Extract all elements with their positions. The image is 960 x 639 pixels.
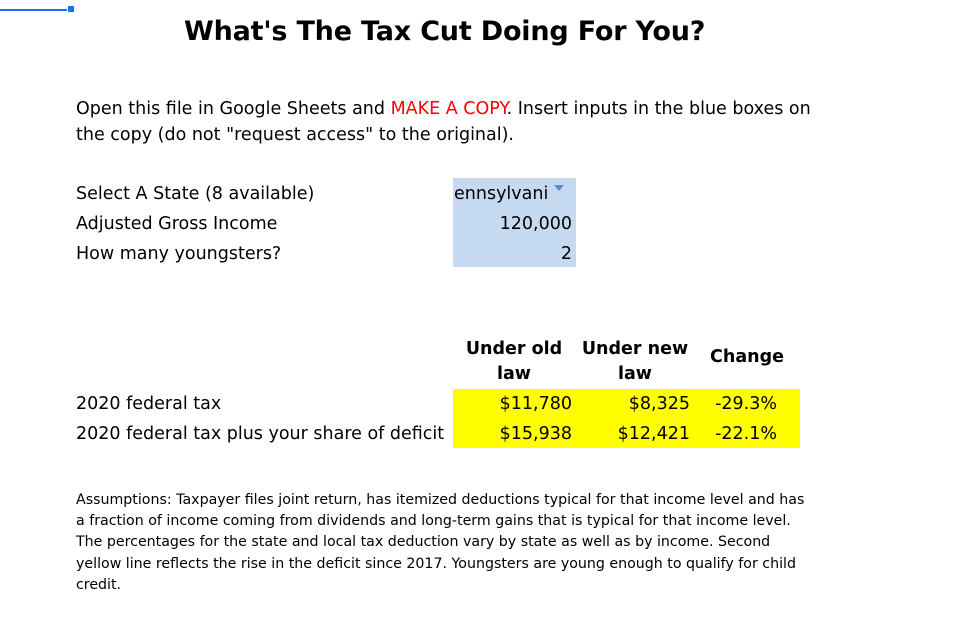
row-federal-tax-deficit-label: 2020 federal tax plus your share of defi… <box>76 424 445 444</box>
federal-tax-deficit-old[interactable]: $15,938 <box>499 424 572 444</box>
header-change: Change <box>710 347 784 367</box>
instructions-after: . Insert inputs in the blue boxes on the… <box>76 99 811 145</box>
youngsters-label: How many youngsters? <box>76 244 282 264</box>
income-input-cell[interactable]: 120,000 <box>499 214 572 234</box>
make-a-copy-text: MAKE A COPY <box>390 99 507 119</box>
cell-selection-border <box>0 9 70 11</box>
chevron-down-icon[interactable] <box>554 185 564 191</box>
header-new-law: Under new law <box>581 339 689 384</box>
state-select-cell[interactable]: ennsylvani <box>454 184 549 204</box>
instructions-before: Open this file in Google Sheets and <box>76 99 391 119</box>
input-cells-background <box>453 178 576 267</box>
income-label: Adjusted Gross Income <box>76 214 278 234</box>
federal-tax-deficit-new[interactable]: $12,421 <box>617 424 690 444</box>
header-old-law: Under old law <box>465 339 563 384</box>
youngsters-input-cell[interactable]: 2 <box>560 244 572 264</box>
instructions-text: Open this file in Google Sheets and MAKE… <box>76 96 816 148</box>
page-title: What's The Tax Cut Doing For You? <box>184 16 706 47</box>
assumptions-text: Assumptions: Taxpayer files joint return… <box>76 492 805 593</box>
row-federal-tax-label: 2020 federal tax <box>76 394 222 414</box>
federal-tax-deficit-change[interactable]: -22.1% <box>715 424 777 444</box>
results-background <box>453 389 800 448</box>
federal-tax-change[interactable]: -29.3% <box>715 394 777 414</box>
state-label: Select A State (8 available) <box>76 184 315 204</box>
federal-tax-new[interactable]: $8,325 <box>628 394 690 414</box>
federal-tax-old[interactable]: $11,780 <box>499 394 572 414</box>
cell-selection-handle[interactable] <box>67 5 75 13</box>
